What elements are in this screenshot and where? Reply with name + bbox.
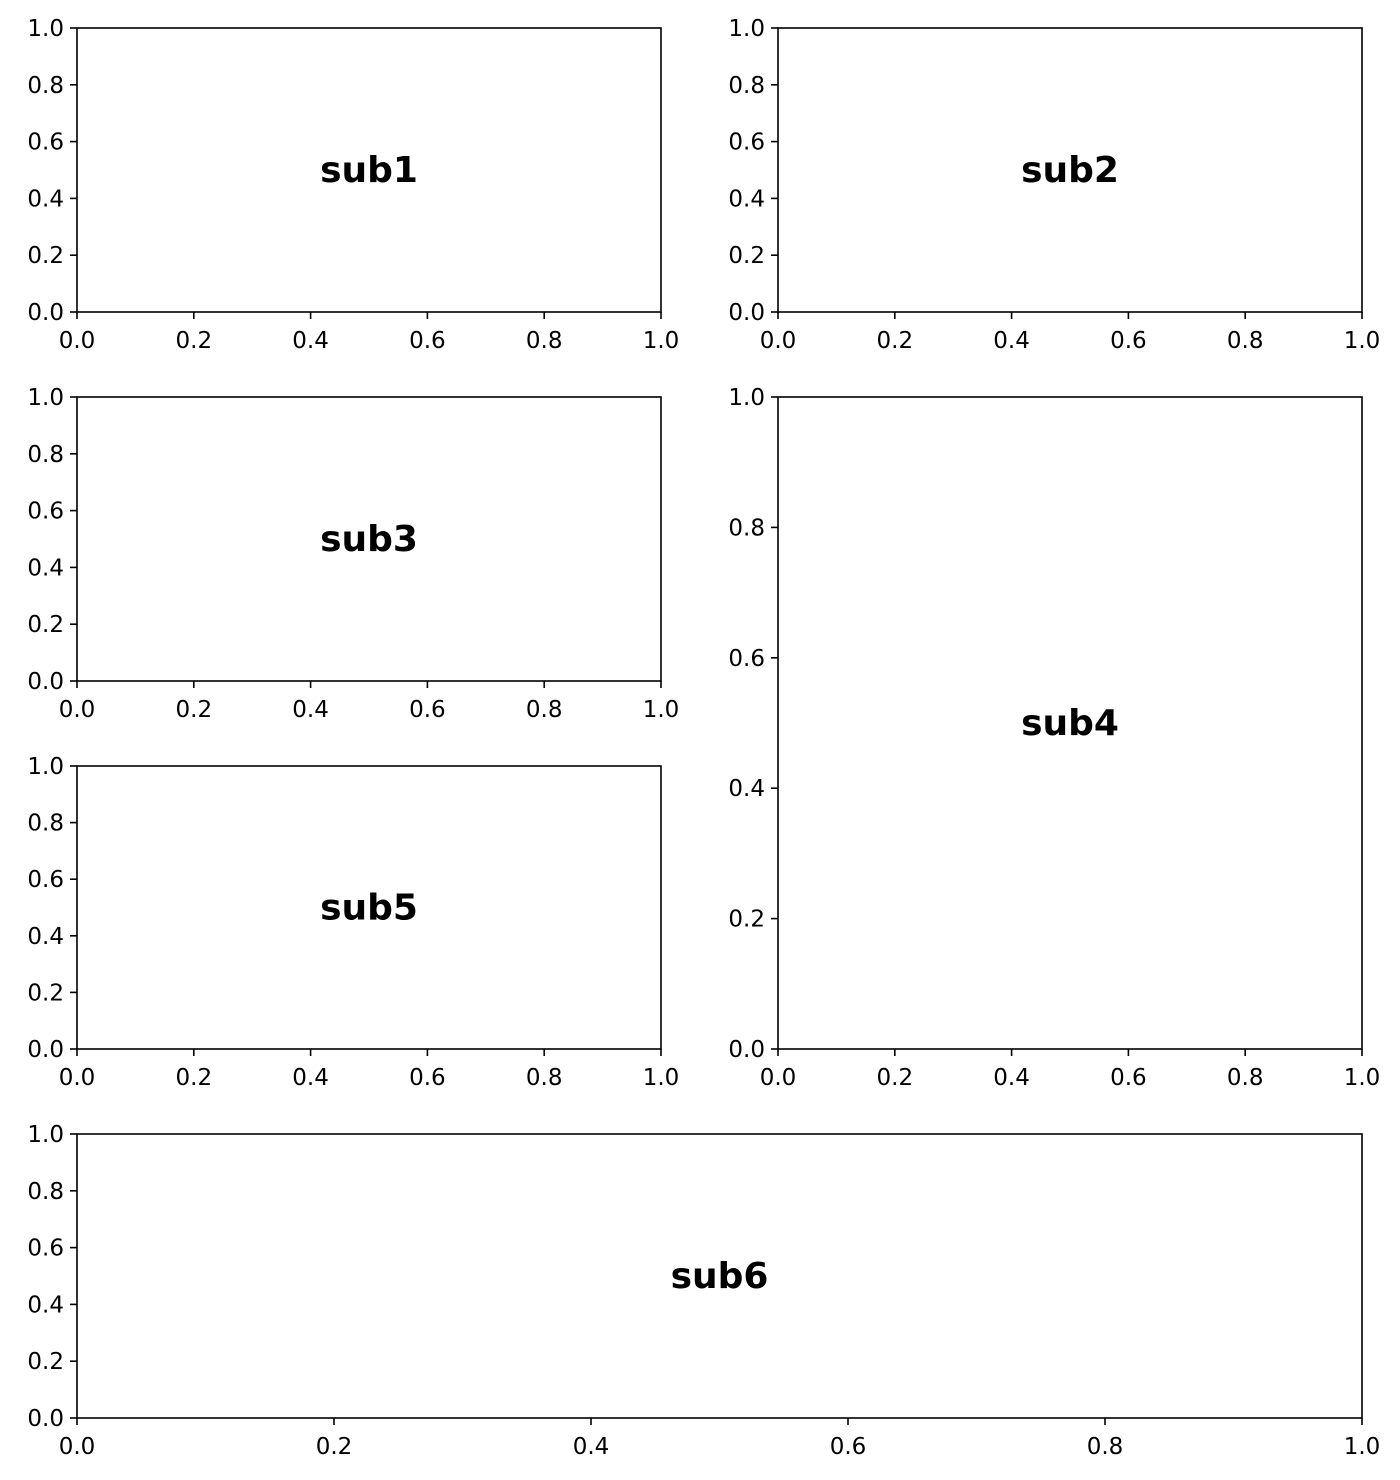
subplot-2-x-tick-label: 0.8 <box>1227 328 1264 354</box>
subplot-2-x-tick-label: 0.2 <box>877 328 914 354</box>
subplot-1-x-tick-label: 0.0 <box>59 328 96 354</box>
subplot-6-y-tick-label: 0.2 <box>27 1349 64 1375</box>
subplot-1-x-tick-label: 0.4 <box>292 328 329 354</box>
subplot-5-y-tick-label: 0.0 <box>27 1037 64 1063</box>
subplot-1-x-tick-label: 0.6 <box>409 328 446 354</box>
subplot-1-x-tick-label: 1.0 <box>643 328 680 354</box>
subplot-4-x-tick-label: 0.6 <box>1110 1065 1147 1091</box>
subplot-5-y-tick-label: 0.6 <box>27 867 64 893</box>
subplot-6-y-tick-label: 0.6 <box>27 1236 64 1262</box>
subplot-3-y-tick-label: 0.8 <box>27 442 64 468</box>
subplot-1: 0.0 0.2 0.4 0.6 0.8 1.0 0.0 0.2 0.4 0.6 0.8 1.0 sub1 <box>27 16 679 354</box>
subplot-5-x-tick-label: 0.2 <box>176 1065 213 1091</box>
subplot-4: 0.0 0.2 0.4 0.6 0.8 1.0 0.0 0.2 0.4 0.6 0.8 1.0 sub4 <box>728 385 1380 1091</box>
subplot-1-y-tick-label: 0.6 <box>27 130 64 156</box>
subplot-4-x-tick-label: 0.2 <box>877 1065 914 1091</box>
subplot-2-y-tick-label: 1.0 <box>728 16 765 42</box>
subplot-1-y-tick-label: 0.4 <box>27 186 64 212</box>
subplot-2-y-tick-label: 0.4 <box>728 186 765 212</box>
subplot-4-y-tick-label: 0.4 <box>728 776 765 802</box>
subplot-4-y-tick-label: 0.2 <box>728 907 765 933</box>
subplot-6-x-tick-label: 0.0 <box>59 1434 96 1460</box>
subplot-2-label: sub2 <box>1021 150 1119 191</box>
subplot-5-x-tick-label: 0.0 <box>59 1065 96 1091</box>
subplot-2-y-tick-label: 0.8 <box>728 73 765 99</box>
subplot-6: 0.0 0.2 0.4 0.6 0.8 1.0 0.0 0.2 0.4 0.6 0.8 1.0 sub6 <box>27 1122 1380 1460</box>
subplot-1-y-tick-label: 1.0 <box>27 16 64 42</box>
subplot-2-x-tick-label: 0.4 <box>993 328 1030 354</box>
subplot-3-label: sub3 <box>320 519 418 560</box>
subplot-5-y-tick-label: 1.0 <box>27 754 64 780</box>
subplot-2: 0.0 0.2 0.4 0.6 0.8 1.0 0.0 0.2 0.4 0.6 0.8 1.0 sub2 <box>728 16 1380 354</box>
subplot-3-y-tick-label: 0.4 <box>27 555 64 581</box>
subplot-5-x-tick-label: 0.4 <box>292 1065 329 1091</box>
subplot-3-x-tick-label: 0.0 <box>59 697 96 723</box>
subplot-5-x-tick-label: 1.0 <box>643 1065 680 1091</box>
subplot-2-x-tick-label: 0.6 <box>1110 328 1147 354</box>
subplot-3-y-tick-label: 1.0 <box>27 385 64 411</box>
subplot-2-y-tick-label: 0.6 <box>728 130 765 156</box>
subplot-6-x-tick-label: 1.0 <box>1344 1434 1381 1460</box>
subplot-4-x-tick-label: 0.8 <box>1227 1065 1264 1091</box>
subplot-4-y-tick-label: 1.0 <box>728 385 765 411</box>
subplot-5-y-tick-label: 0.4 <box>27 924 64 950</box>
subplot-3: 0.0 0.2 0.4 0.6 0.8 1.0 0.0 0.2 0.4 0.6 0.8 1.0 sub3 <box>27 385 679 723</box>
subplot-4-y-tick-label: 0.0 <box>728 1037 765 1063</box>
subplot-4-x-tick-label: 0.4 <box>993 1065 1030 1091</box>
subplot-6-y-tick-label: 1.0 <box>27 1122 64 1148</box>
subplot-3-x-tick-label: 0.6 <box>409 697 446 723</box>
subplot-6-y-tick-label: 0.8 <box>27 1179 64 1205</box>
subplot-5-x-tick-label: 0.8 <box>526 1065 563 1091</box>
subplot-6-x-tick-label: 0.2 <box>316 1434 353 1460</box>
subplot-6-label: sub6 <box>671 1256 769 1297</box>
subplot-5: 0.0 0.2 0.4 0.6 0.8 1.0 0.0 0.2 0.4 0.6 0.8 1.0 sub5 <box>27 754 679 1091</box>
subplot-6-x-tick-label: 0.4 <box>573 1434 610 1460</box>
subplot-2-x-tick-label: 1.0 <box>1344 328 1381 354</box>
subplot-1-x-tick-label: 0.8 <box>526 328 563 354</box>
subplot-4-x-tick-label: 0.0 <box>760 1065 797 1091</box>
subplot-5-x-tick-label: 0.6 <box>409 1065 446 1091</box>
subplot-3-x-tick-label: 1.0 <box>643 697 680 723</box>
subplot-1-y-tick-label: 0.2 <box>27 243 64 269</box>
subplot-1-x-tick-label: 0.2 <box>176 328 213 354</box>
subplot-6-x-tick-label: 0.8 <box>1087 1434 1124 1460</box>
subplot-1-label: sub1 <box>320 150 418 191</box>
subplot-3-y-tick-label: 0.2 <box>27 612 64 638</box>
subplot-6-x-tick-label: 0.6 <box>830 1434 867 1460</box>
subplot-5-label: sub5 <box>320 888 418 929</box>
subplot-6-y-tick-label: 0.0 <box>27 1406 64 1432</box>
subplot-3-x-tick-label: 0.2 <box>176 697 213 723</box>
subplot-3-x-tick-label: 0.4 <box>292 697 329 723</box>
subplot-1-y-tick-label: 0.0 <box>27 300 64 326</box>
subplot-4-y-tick-label: 0.8 <box>728 515 765 541</box>
subplot-3-y-tick-label: 0.6 <box>27 499 64 525</box>
subplot-3-y-tick-label: 0.0 <box>27 669 64 695</box>
subplot-2-y-tick-label: 0.2 <box>728 243 765 269</box>
subplot-2-x-tick-label: 0.0 <box>760 328 797 354</box>
subplot-6-y-tick-label: 0.4 <box>27 1292 64 1318</box>
subplot-3-x-tick-label: 0.8 <box>526 697 563 723</box>
subplot-5-y-tick-label: 0.2 <box>27 980 64 1006</box>
subplot-4-label: sub4 <box>1021 703 1119 744</box>
subplot-4-x-tick-label: 1.0 <box>1344 1065 1381 1091</box>
subplot-1-y-tick-label: 0.8 <box>27 73 64 99</box>
subplot-5-y-tick-label: 0.8 <box>27 811 64 837</box>
subplot-2-y-tick-label: 0.0 <box>728 300 765 326</box>
subplot-4-y-tick-label: 0.6 <box>728 646 765 672</box>
